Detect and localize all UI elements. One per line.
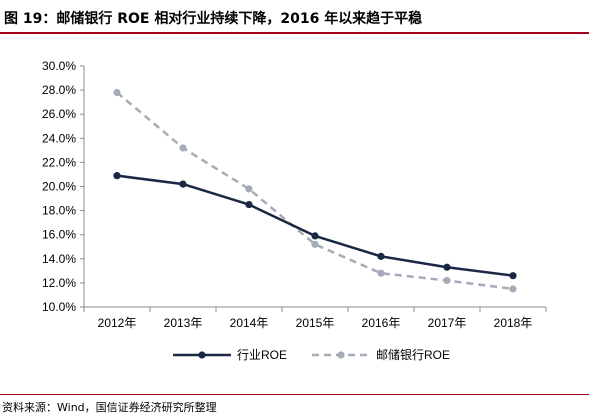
- y-tick-label: 26.0%: [42, 107, 76, 121]
- legend-label-0: 行业ROE: [237, 348, 287, 362]
- y-tick-label: 16.0%: [42, 228, 76, 242]
- x-tick-label: 2016年: [362, 316, 401, 330]
- x-tick-label: 2017年: [428, 316, 467, 330]
- x-tick-label: 2015年: [296, 316, 335, 330]
- x-tick-label: 2013年: [164, 316, 203, 330]
- source-note: 资料来源：Wind，国信证券经济研究所整理: [2, 401, 217, 414]
- data-point-1: [179, 144, 187, 152]
- y-tick-label: 30.0%: [42, 59, 76, 73]
- y-tick-label: 14.0%: [42, 252, 76, 266]
- data-point-1: [311, 240, 319, 248]
- y-tick-label: 24.0%: [42, 131, 76, 145]
- y-tick-label: 12.0%: [42, 276, 76, 290]
- y-tick-label: 18.0%: [42, 204, 76, 218]
- legend-marker-0: [198, 351, 206, 359]
- data-point-1: [509, 285, 517, 293]
- x-tick-label: 2018年: [494, 316, 533, 330]
- x-tick-label: 2014年: [230, 316, 269, 330]
- data-point-0: [377, 252, 385, 260]
- title-bar: 图 19：邮储银行 ROE 相对行业持续下降，2016 年以来趋于平稳: [0, 0, 589, 34]
- y-tick-label: 20.0%: [42, 180, 76, 194]
- series-line-0: [116, 174, 514, 277]
- data-point-1: [443, 276, 451, 285]
- y-tick-label: 28.0%: [42, 83, 76, 97]
- series-line-1: [116, 91, 514, 291]
- data-point-0: [509, 272, 517, 280]
- source-divider: [0, 394, 589, 395]
- data-point-0: [113, 172, 121, 180]
- data-point-0: [179, 180, 187, 188]
- data-point-0: [245, 200, 253, 209]
- data-point-1: [377, 269, 385, 277]
- x-tick-label: 2012年: [98, 316, 137, 330]
- y-tick-label: 22.0%: [42, 155, 76, 169]
- data-point-0: [443, 263, 451, 271]
- legend-marker-1: [337, 351, 345, 359]
- data-point-1: [113, 88, 121, 97]
- chart-title: 图 19：邮储银行 ROE 相对行业持续下降，2016 年以来趋于平稳: [4, 11, 423, 27]
- data-point-0: [311, 232, 319, 240]
- y-tick-label: 10.0%: [42, 300, 76, 314]
- legend-label-1: 邮储银行ROE: [376, 347, 450, 362]
- data-point-1: [245, 185, 253, 193]
